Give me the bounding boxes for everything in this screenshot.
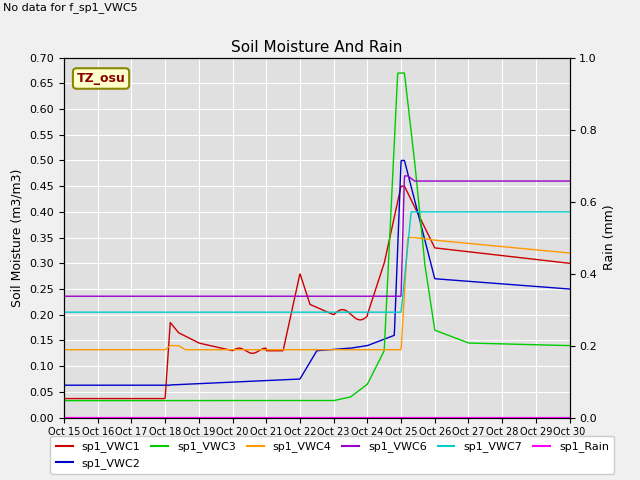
Text: TZ_osu: TZ_osu: [77, 72, 125, 85]
Legend: sp1_VWC1, sp1_VWC2, sp1_VWC3, sp1_VWC4, sp1_VWC6, sp1_VWC7, sp1_Rain: sp1_VWC1, sp1_VWC2, sp1_VWC3, sp1_VWC4, …: [51, 436, 614, 474]
Title: Soil Moisture And Rain: Soil Moisture And Rain: [231, 40, 403, 55]
Y-axis label: Soil Moisture (m3/m3): Soil Moisture (m3/m3): [11, 168, 24, 307]
Text: Time: Time: [545, 439, 573, 449]
Y-axis label: Rain (mm): Rain (mm): [603, 205, 616, 270]
Text: No data for f_sp1_VWC5: No data for f_sp1_VWC5: [3, 2, 138, 13]
